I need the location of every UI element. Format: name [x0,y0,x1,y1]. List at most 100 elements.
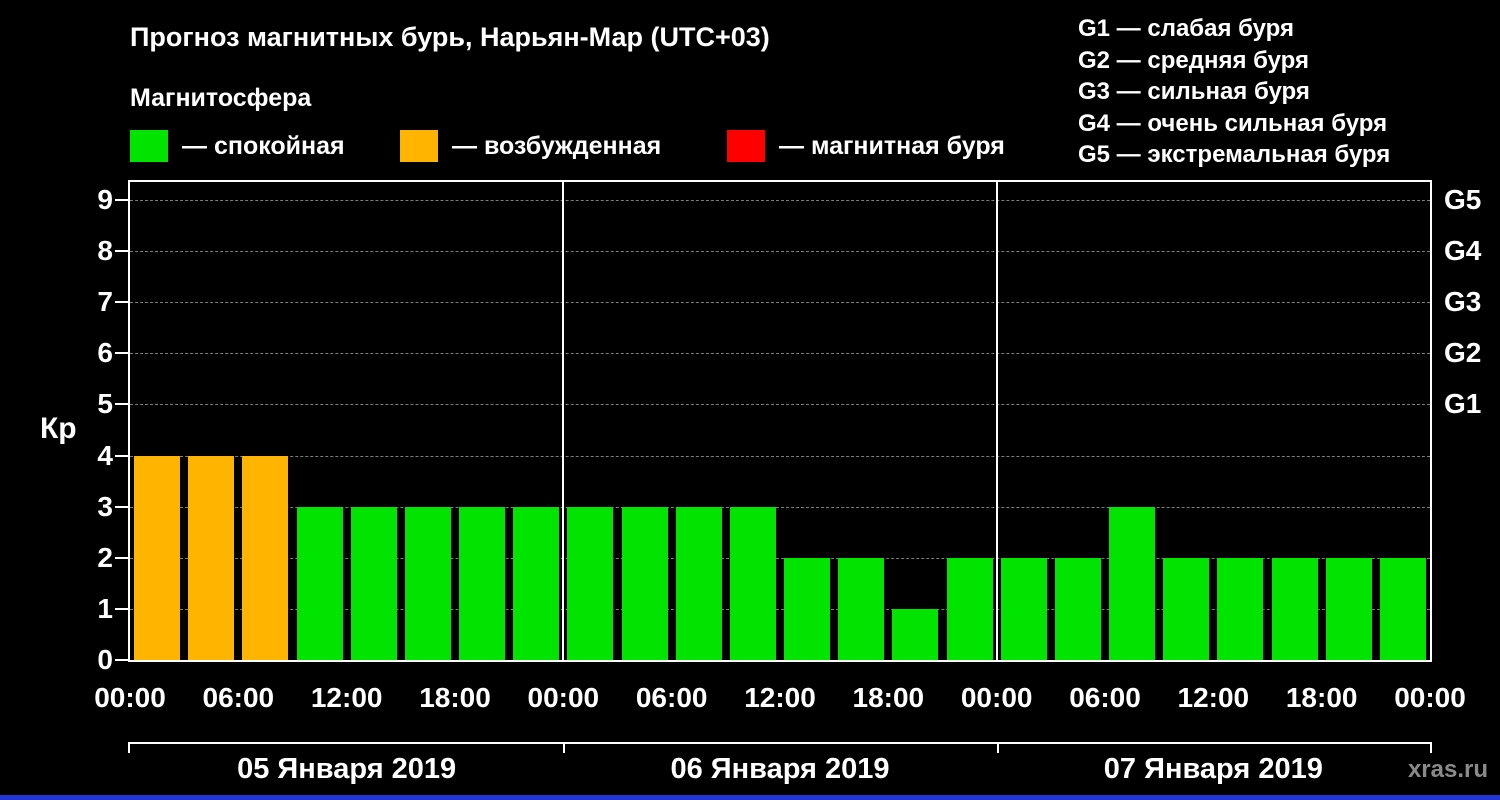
date-axis-tick [997,742,1000,753]
watermark: xras.ru [1407,756,1488,783]
gridline [130,557,1430,559]
magnetosphere-label: Магнитосфера [130,84,312,112]
kp-bar [513,506,560,660]
date-label: 07 Января 2019 [1103,753,1323,785]
y-tick-label: 5 [97,388,113,420]
gridline [130,455,1430,457]
gridline [130,353,1430,355]
right-axis-label: G3 [1444,286,1482,318]
legend-swatch-storm [727,130,765,162]
gridline [130,404,1430,406]
date-label: 05 Января 2019 [237,753,457,785]
y-tick-label: 6 [97,337,113,369]
kp-bar [404,506,451,660]
x-tick-label: 06:00 [202,682,275,713]
kp-bar [1054,557,1101,660]
day-separator [562,182,565,660]
date-axis-tick [128,742,130,753]
x-tick-label: 18:00 [419,682,491,713]
kp-bar [838,557,885,660]
x-tick-label: 06:00 [635,682,708,713]
x-tick-label: 18:00 [1285,682,1358,713]
status-legend: — спокойная — возбужденная — магнитная бур… [0,130,1500,170]
y-tick-mark [115,352,128,355]
date-axis-line [128,742,1432,744]
y-tick-label: 2 [97,541,113,573]
kp-bar [188,455,235,660]
y-tick-mark [115,454,128,457]
storm-scale-item: G1 — слабая буря [1078,15,1295,42]
kp-bar [1109,506,1156,660]
x-tick-label: 12:00 [744,682,816,713]
storm-scale-item: G5 — экстремальная буря [1078,141,1391,168]
legend-label-excited: — возбужденная [452,131,662,160]
kp-bar [729,506,776,660]
storm-scale-legend: G1 — слабая буря G2 — средняя буря G3 — си… [1078,13,1390,171]
y-tick-label: 7 [97,286,113,318]
kp-bar [459,506,506,660]
kp-bar [567,506,614,660]
y-tick-label: 0 [97,644,113,675]
legend-label-storm: — магнитная буря [779,131,1005,160]
legend-swatch-excited [400,130,438,162]
x-tick-label: 00:00 [1394,682,1466,713]
date-axis-tick [1430,742,1432,753]
kp-bar [621,506,668,660]
x-tick-label: 00:00 [94,682,166,713]
kp-bar [1163,557,1210,660]
y-tick-label: 1 [97,592,113,624]
legend-item-excited: — возбужденная [400,130,661,162]
kp-bar [675,506,722,660]
y-tick-mark [115,556,128,559]
y-tick-mark [115,607,128,610]
legend-swatch-quiet [130,130,168,162]
y-tick-label: 4 [97,439,113,471]
x-tick-label: 00:00 [960,682,1033,713]
legend-item-quiet: — спокойная [130,130,345,162]
right-axis-label: G5 [1444,183,1482,215]
kp-bar [242,455,289,660]
kp-bar [134,455,181,660]
gridline [130,506,1430,508]
x-tick-label: 00:00 [527,682,600,713]
gridline [130,608,1430,610]
y-tick-mark [115,659,128,661]
y-tick-mark [115,505,128,508]
date-label: 06 Января 2019 [670,753,890,785]
kp-bar [892,608,939,660]
storm-scale-item: G2 — средняя буря [1078,46,1309,74]
kp-bar [1379,557,1426,660]
x-tick-label: 06:00 [1069,682,1141,713]
x-tick-label: 18:00 [852,682,925,713]
bottom-blue-bar [0,795,1500,800]
kp-bar [1217,557,1264,660]
kp-bar [296,506,343,660]
y-axis-title: Кр [40,412,77,445]
gridline [130,199,1430,201]
legend-item-storm: — магнитная буря [727,130,1005,162]
x-tick-label: 12:00 [1177,682,1250,713]
day-separator [995,182,998,660]
y-tick-label: 8 [97,235,113,267]
gridline [130,251,1430,253]
y-tick-mark [115,403,128,406]
right-axis-label: G1 [1444,388,1482,420]
storm-scale-item: G3 — сильная буря [1078,78,1310,105]
plot-area [128,180,1432,662]
kp-bar [784,557,831,660]
y-tick-label: 3 [97,490,113,522]
y-tick-mark [115,250,128,253]
y-tick-mark [115,301,128,304]
kp-bar [946,557,993,660]
kp-bar [350,506,397,660]
kp-bar [1325,557,1372,660]
right-axis-label: G2 [1444,337,1482,369]
legend-label-quiet: — спокойная [182,131,345,160]
right-axis-label: G4 [1444,235,1482,267]
y-tick-mark [115,198,128,201]
date-axis-tick [562,742,565,753]
gridline [130,302,1430,304]
y-tick-label: 9 [97,183,113,215]
kp-bar [1000,557,1047,660]
